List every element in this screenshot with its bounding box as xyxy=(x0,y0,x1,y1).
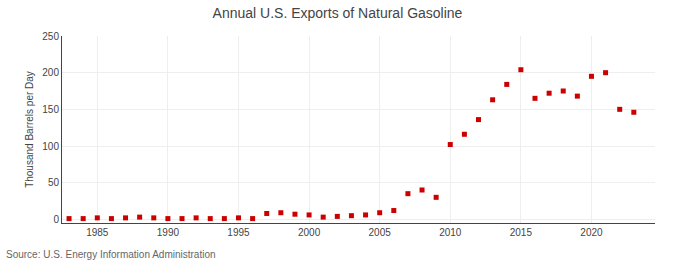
svg-text:2005: 2005 xyxy=(369,227,392,238)
svg-text:2010: 2010 xyxy=(439,227,462,238)
svg-text:2000: 2000 xyxy=(298,227,321,238)
svg-text:0: 0 xyxy=(53,214,59,225)
svg-text:200: 200 xyxy=(42,67,59,78)
svg-text:50: 50 xyxy=(48,177,60,188)
svg-text:1985: 1985 xyxy=(86,227,109,238)
svg-text:1990: 1990 xyxy=(157,227,180,238)
svg-text:100: 100 xyxy=(42,141,59,152)
svg-text:150: 150 xyxy=(42,104,59,115)
svg-text:Thousand Barrels per Day: Thousand Barrels per Day xyxy=(24,71,35,188)
svg-text:250: 250 xyxy=(42,31,59,42)
svg-text:1995: 1995 xyxy=(227,227,250,238)
svg-text:2015: 2015 xyxy=(510,227,533,238)
svg-text:Annual U.S. Exports of Natural: Annual U.S. Exports of Natural Gasoline xyxy=(213,5,463,21)
svg-text:Source: U.S. Energy Informatio: Source: U.S. Energy Information Administ… xyxy=(6,249,216,260)
svg-text:2020: 2020 xyxy=(580,227,603,238)
